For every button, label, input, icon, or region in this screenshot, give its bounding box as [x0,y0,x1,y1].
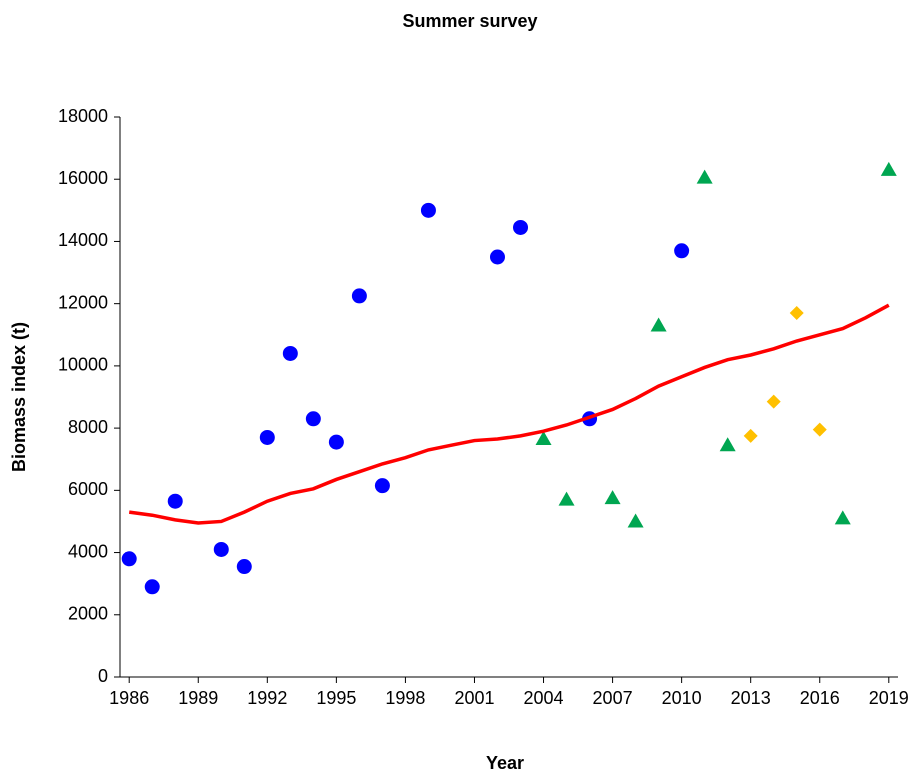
y-tick-label: 0 [98,666,108,686]
point [489,249,505,265]
point [766,394,781,409]
y-tick-label: 12000 [58,292,108,312]
x-tick-label: 2004 [524,688,564,708]
y-tick-label: 14000 [58,230,108,250]
x-axis-label: Year [486,753,524,773]
point [374,478,390,494]
x-tick-label: 2013 [731,688,771,708]
point [719,437,736,452]
x-tick-label: 1992 [247,688,287,708]
point [282,345,298,361]
y-tick-label: 4000 [68,541,108,561]
y-tick-label: 8000 [68,417,108,437]
point [650,317,667,332]
x-tick-label: 2016 [800,688,840,708]
point [834,510,851,525]
point [604,490,621,505]
x-tick-label: 2019 [869,688,909,708]
y-axis-label: Biomass index (t) [9,322,29,472]
point [812,422,827,437]
point [305,411,321,427]
point [558,491,575,506]
point [351,288,367,304]
x-tick-label: 1995 [316,688,356,708]
x-tick-label: 1998 [385,688,425,708]
point [167,493,183,509]
point [420,202,436,218]
point [213,541,229,557]
point [627,513,644,528]
point [696,169,713,184]
x-tick-label: 2010 [662,688,702,708]
y-tick-label: 10000 [58,355,108,375]
x-tick-label: 1989 [178,688,218,708]
point [674,243,690,259]
y-tick-label: 18000 [58,106,108,126]
y-tick-label: 16000 [58,168,108,188]
chart-title: Summer survey [402,11,537,31]
x-tick-label: 2007 [593,688,633,708]
x-tick-label: 1986 [109,688,149,708]
point [144,579,160,595]
x-tick-label: 2001 [454,688,494,708]
y-tick-label: 2000 [68,604,108,624]
trend-line [128,303,890,525]
point [743,428,758,443]
point [328,434,344,450]
point [513,219,529,235]
point [259,429,275,445]
point [789,306,804,320]
point [236,559,252,575]
point [880,161,897,176]
point [535,431,552,445]
point [121,551,137,567]
y-tick-label: 6000 [68,479,108,499]
